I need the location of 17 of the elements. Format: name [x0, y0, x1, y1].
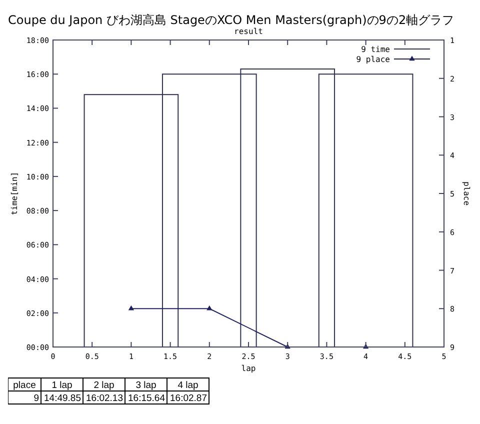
text: 3 lap [136, 380, 156, 391]
y2-axis-title: place [462, 181, 471, 206]
text: 16:02.87 [170, 393, 207, 404]
text: 16:02.13 [86, 393, 123, 404]
y-axis-title: time[min] [10, 172, 19, 216]
text: place [13, 380, 36, 391]
text: 14:49.85 [44, 393, 81, 404]
text: 9 [34, 393, 39, 404]
text: 1 lap [52, 380, 72, 391]
text: 16:15.64 [128, 393, 165, 404]
text: 2 lap [94, 380, 114, 391]
text: 4 lap [178, 380, 198, 391]
legend-label: 9 place [356, 55, 390, 64]
chart-subtitle: result [234, 27, 264, 36]
x-axis-title: lap [241, 364, 256, 373]
chart-title: Coupe du Japon びわ湖高島 StageのXCO Men Masters(graph)の9の2軸グラフ [8, 13, 454, 27]
legend-label: 9 time [361, 45, 390, 54]
